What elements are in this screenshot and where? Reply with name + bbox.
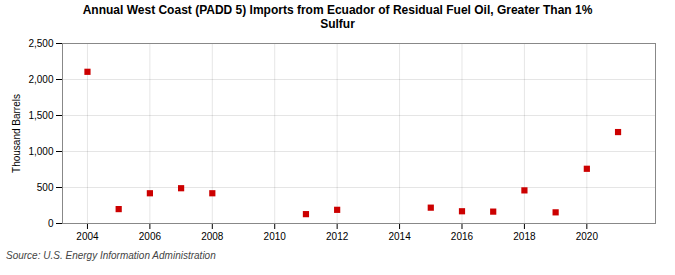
svg-text:2004: 2004 [76,231,99,242]
svg-text:2014: 2014 [388,231,411,242]
svg-text:2012: 2012 [326,231,349,242]
svg-text:500: 500 [37,182,54,193]
svg-text:2018: 2018 [513,231,536,242]
svg-text:2,500: 2,500 [28,38,53,49]
svg-text:2016: 2016 [451,231,474,242]
svg-text:1,000: 1,000 [28,146,53,157]
svg-text:1,500: 1,500 [28,110,53,121]
svg-text:2020: 2020 [576,231,599,242]
svg-text:2010: 2010 [264,231,287,242]
svg-text:Thousand Barrels: Thousand Barrels [11,94,22,173]
svg-text:2,000: 2,000 [28,74,53,85]
svg-text:2006: 2006 [139,231,162,242]
html-text:Annual West Coast (PADD 5) Imp: Annual West Coast (PADD 5) Imports from … [82,3,593,31]
html-text:Source: U.S. Energy Informatio: Source: U.S. Energy Information Administ… [6,250,216,261]
svg-text:0: 0 [48,218,54,229]
svg-text:2008: 2008 [201,231,224,242]
